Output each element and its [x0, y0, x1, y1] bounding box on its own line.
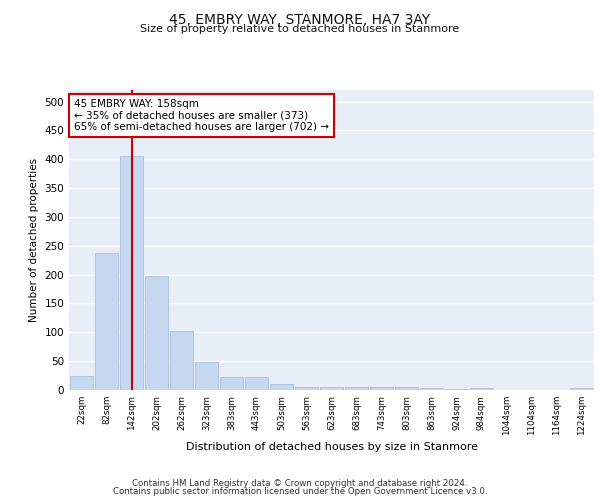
X-axis label: Distribution of detached houses by size in Stanmore: Distribution of detached houses by size …	[185, 442, 478, 452]
Text: 45 EMBRY WAY: 158sqm
← 35% of detached houses are smaller (373)
65% of semi-deta: 45 EMBRY WAY: 158sqm ← 35% of detached h…	[74, 99, 329, 132]
Bar	[220, 376, 243, 390]
Bar	[470, 388, 493, 390]
Y-axis label: Number of detached properties: Number of detached properties	[29, 158, 39, 322]
Bar	[170, 330, 193, 390]
Bar	[70, 376, 93, 390]
Text: Size of property relative to detached houses in Stanmore: Size of property relative to detached ho…	[140, 24, 460, 34]
Bar	[320, 387, 343, 390]
Text: Contains public sector information licensed under the Open Government Licence v3: Contains public sector information licen…	[113, 487, 487, 496]
Bar	[395, 386, 418, 390]
Bar	[295, 387, 318, 390]
Text: Contains HM Land Registry data © Crown copyright and database right 2024.: Contains HM Land Registry data © Crown c…	[132, 478, 468, 488]
Bar	[95, 254, 118, 390]
Bar	[145, 276, 168, 390]
Bar	[245, 376, 268, 390]
Bar	[195, 362, 218, 390]
Bar	[270, 384, 293, 390]
Bar	[420, 388, 443, 390]
Bar	[120, 156, 143, 390]
Bar	[370, 387, 393, 390]
Text: 45, EMBRY WAY, STANMORE, HA7 3AY: 45, EMBRY WAY, STANMORE, HA7 3AY	[169, 12, 431, 26]
Bar	[570, 388, 593, 390]
Bar	[345, 387, 368, 390]
